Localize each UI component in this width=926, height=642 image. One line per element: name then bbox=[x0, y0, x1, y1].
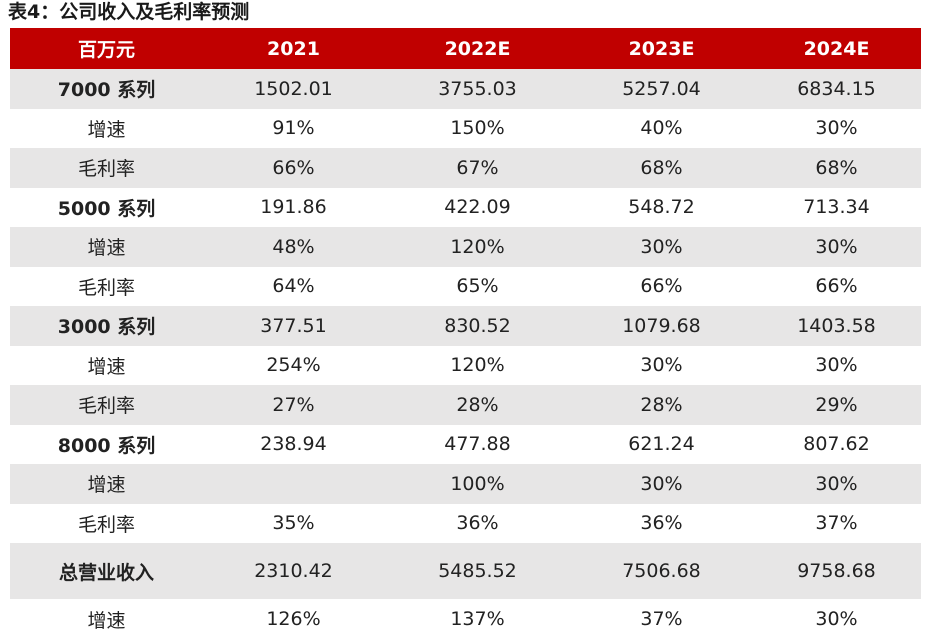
table-cell: 30% bbox=[815, 354, 858, 377]
table-cell: 66% bbox=[272, 156, 315, 179]
table-cell: 830.52 bbox=[444, 314, 511, 337]
table-cell: 3755.03 bbox=[438, 77, 517, 100]
table-cell: 120% bbox=[450, 235, 505, 258]
table-row: 增速 91% 150% 40% 30% bbox=[10, 109, 921, 149]
table-cell: 30% bbox=[815, 472, 858, 495]
row-label: 3000 系列 bbox=[57, 316, 156, 339]
table-cell: 91% bbox=[272, 117, 315, 140]
table-cell: 65% bbox=[456, 275, 499, 298]
table-cell: 30% bbox=[815, 117, 858, 140]
row-label: 毛利率 bbox=[77, 513, 135, 536]
table-cell: 477.88 bbox=[444, 433, 511, 456]
table-row: 增速 254% 120% 30% 30% bbox=[10, 346, 921, 386]
table-cell: 35% bbox=[272, 512, 315, 535]
row-label: 8000 系列 bbox=[57, 434, 156, 457]
table-cell: 37% bbox=[640, 608, 683, 630]
table-cell: 66% bbox=[815, 275, 858, 298]
column-header-unit: 百万元 bbox=[77, 39, 135, 61]
table-title: 表4：公司收入及毛利率预测 bbox=[8, 1, 250, 23]
table-cell: 40% bbox=[640, 117, 683, 140]
row-label: 增速 bbox=[87, 474, 126, 497]
table-cell: 64% bbox=[272, 275, 315, 298]
table-row: 毛利率 35% 36% 36% 37% bbox=[10, 504, 921, 544]
table-row: 增速 126% 137% 37% 30% bbox=[10, 599, 921, 639]
table-cell: 548.72 bbox=[628, 196, 695, 219]
revenue-margin-table: 百万元 2021 2022E 2023E 2024E 7000 系列 1502.… bbox=[10, 28, 921, 639]
table-cell: 5485.52 bbox=[438, 560, 517, 582]
row-label: 增速 bbox=[87, 609, 126, 632]
table-cell: 7506.68 bbox=[622, 560, 701, 582]
table-row: 增速 100% 30% 30% bbox=[10, 464, 921, 504]
table-cell: 29% bbox=[815, 393, 858, 416]
table-cell: 713.34 bbox=[803, 196, 870, 219]
row-label: 毛利率 bbox=[77, 395, 135, 418]
table-cell: 807.62 bbox=[803, 433, 870, 456]
table-cell: 30% bbox=[815, 608, 858, 630]
column-header-2024e: 2024E bbox=[803, 37, 870, 60]
table-cell bbox=[203, 464, 384, 504]
table-cell: 27% bbox=[272, 393, 315, 416]
table-cell: 30% bbox=[640, 354, 683, 377]
table-cell: 137% bbox=[450, 608, 505, 630]
table-cell: 37% bbox=[815, 512, 858, 535]
table-row: 增速 48% 120% 30% 30% bbox=[10, 227, 921, 267]
table-cell: 100% bbox=[450, 472, 505, 495]
column-header-2022e: 2022E bbox=[444, 37, 511, 60]
row-label: 增速 bbox=[87, 355, 126, 378]
table-cell: 1502.01 bbox=[254, 77, 333, 100]
table-cell: 30% bbox=[640, 235, 683, 258]
table-cell: 28% bbox=[456, 393, 499, 416]
row-label: 增速 bbox=[87, 118, 126, 141]
table-row: 毛利率 27% 28% 28% 29% bbox=[10, 385, 921, 425]
row-label: 5000 系列 bbox=[57, 197, 156, 220]
table-cell: 238.94 bbox=[260, 433, 327, 456]
table-cell: 120% bbox=[450, 354, 505, 377]
table-cell: 254% bbox=[266, 354, 321, 377]
table-cell: 2310.42 bbox=[254, 560, 333, 582]
row-label: 总营业收入 bbox=[58, 561, 154, 584]
table-row: 7000 系列 1502.01 3755.03 5257.04 6834.15 bbox=[10, 69, 921, 109]
table-row: 总营业收入 2310.42 5485.52 7506.68 9758.68 bbox=[10, 543, 921, 599]
row-label: 毛利率 bbox=[77, 276, 135, 299]
table-cell: 67% bbox=[456, 156, 499, 179]
table-cell: 9758.68 bbox=[797, 560, 876, 582]
table-cell: 68% bbox=[640, 156, 683, 179]
table-cell: 66% bbox=[640, 275, 683, 298]
table-row: 3000 系列 377.51 830.52 1079.68 1403.58 bbox=[10, 306, 921, 346]
table-cell: 150% bbox=[450, 117, 505, 140]
table-cell: 191.86 bbox=[260, 196, 327, 219]
column-header-2021: 2021 bbox=[267, 37, 320, 60]
table-cell: 30% bbox=[815, 235, 858, 258]
table-cell: 126% bbox=[266, 608, 321, 630]
table-cell: 6834.15 bbox=[797, 77, 876, 100]
table-row: 毛利率 64% 65% 66% 66% bbox=[10, 267, 921, 307]
table-cell: 5257.04 bbox=[622, 77, 701, 100]
table-cell: 1079.68 bbox=[622, 314, 701, 337]
row-label: 毛利率 bbox=[77, 158, 135, 181]
row-label: 7000 系列 bbox=[57, 79, 156, 102]
table-cell: 68% bbox=[815, 156, 858, 179]
table-cell: 377.51 bbox=[260, 314, 327, 337]
table-cell: 422.09 bbox=[444, 196, 511, 219]
table-row: 5000 系列 191.86 422.09 548.72 713.34 bbox=[10, 188, 921, 228]
row-label: 增速 bbox=[87, 237, 126, 260]
column-header-2023e: 2023E bbox=[628, 37, 695, 60]
table-cell: 48% bbox=[272, 235, 315, 258]
table-cell: 28% bbox=[640, 393, 683, 416]
table-row: 毛利率 66% 67% 68% 68% bbox=[10, 148, 921, 188]
table-cell: 36% bbox=[640, 512, 683, 535]
table-cell: 621.24 bbox=[628, 433, 695, 456]
table-cell: 1403.58 bbox=[797, 314, 876, 337]
table-cell: 36% bbox=[456, 512, 499, 535]
table-cell: 30% bbox=[640, 472, 683, 495]
table-header-row: 百万元 2021 2022E 2023E 2024E bbox=[10, 28, 921, 69]
table-row: 8000 系列 238.94 477.88 621.24 807.62 bbox=[10, 425, 921, 465]
